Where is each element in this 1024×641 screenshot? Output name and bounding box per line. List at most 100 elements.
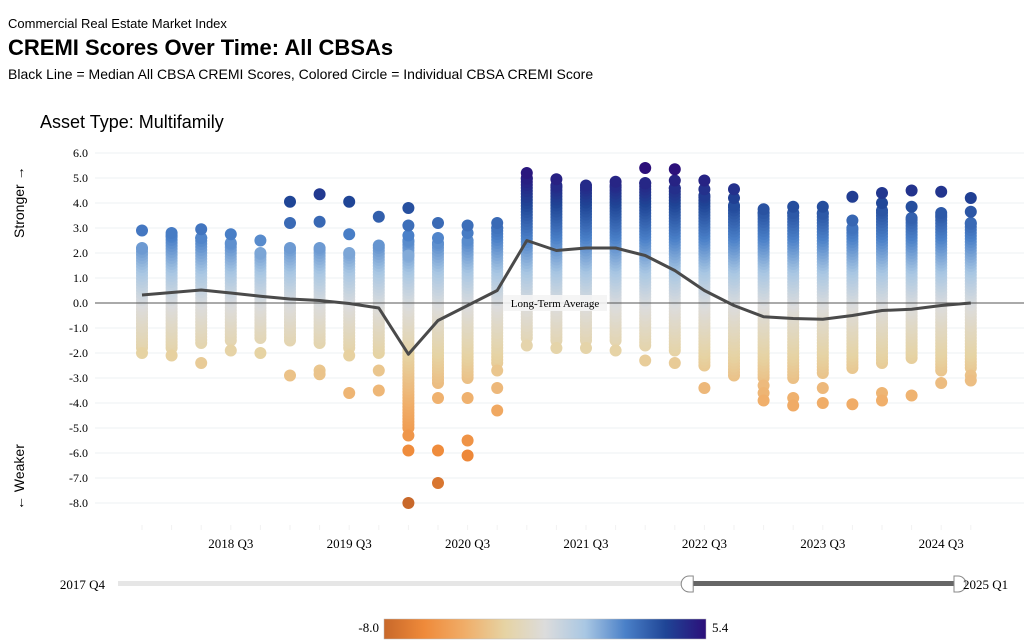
cbsa-score-dot[interactable] bbox=[254, 247, 267, 259]
cbsa-score-dot[interactable] bbox=[935, 377, 948, 389]
cbsa-score-dot[interactable] bbox=[491, 404, 504, 417]
cbsa-score-dot[interactable] bbox=[905, 212, 918, 224]
cbsa-score-dot[interactable] bbox=[609, 344, 622, 357]
cbsa-score-dot[interactable] bbox=[905, 184, 918, 197]
cbsa-score-dot[interactable] bbox=[757, 203, 770, 216]
cbsa-score-dot[interactable] bbox=[461, 434, 474, 447]
cbsa-score-dot[interactable] bbox=[284, 217, 296, 229]
cbsa-score-dot[interactable] bbox=[964, 192, 977, 204]
cbsa-score-dot[interactable] bbox=[136, 242, 148, 254]
cbsa-score-dot[interactable] bbox=[580, 179, 592, 192]
cbsa-score-dot[interactable] bbox=[136, 347, 148, 359]
cbsa-score-dot[interactable] bbox=[313, 368, 326, 381]
cbsa-score-dot[interactable] bbox=[816, 382, 829, 394]
cbsa-score-dot[interactable] bbox=[372, 364, 385, 377]
cbsa-score-dot[interactable] bbox=[254, 347, 267, 359]
cbsa-score-dot[interactable] bbox=[284, 369, 296, 382]
cbsa-score-dot[interactable] bbox=[343, 349, 356, 362]
cbsa-score-dot[interactable] bbox=[520, 167, 533, 179]
cbsa-score-dot[interactable] bbox=[639, 354, 652, 367]
cbsa-score-dot[interactable] bbox=[343, 195, 356, 208]
cbsa-score-dot[interactable] bbox=[284, 242, 296, 254]
cbsa-score-dot[interactable] bbox=[402, 249, 415, 262]
cbsa-score-dot[interactable] bbox=[402, 219, 415, 232]
cbsa-score-dot[interactable] bbox=[372, 384, 385, 397]
cbsa-score-dot[interactable] bbox=[195, 223, 208, 236]
cbsa-score-dot[interactable] bbox=[520, 339, 533, 352]
cbsa-score-dot[interactable] bbox=[698, 174, 711, 187]
cbsa-score-dot[interactable] bbox=[639, 162, 652, 174]
cbsa-score-dot[interactable] bbox=[432, 217, 444, 229]
cbsa-score-dot[interactable] bbox=[728, 183, 740, 196]
cbsa-score-dot[interactable] bbox=[905, 389, 918, 402]
cbsa-score-dot[interactable] bbox=[284, 195, 296, 208]
cbsa-score-dot[interactable] bbox=[313, 242, 326, 254]
cbsa-score-dot[interactable] bbox=[639, 177, 652, 189]
long-term-average-label: Long-Term Average bbox=[511, 298, 600, 310]
cbsa-score-dot[interactable] bbox=[224, 228, 237, 241]
cbsa-score-dot[interactable] bbox=[402, 202, 415, 214]
cbsa-score-dot[interactable] bbox=[935, 185, 948, 198]
slider-track[interactable] bbox=[118, 581, 958, 586]
cbsa-score-dot[interactable] bbox=[402, 444, 415, 457]
cbsa-score-dot[interactable] bbox=[254, 234, 267, 247]
cbsa-score-dot[interactable] bbox=[846, 190, 859, 203]
cbsa-score-dot[interactable] bbox=[550, 342, 563, 354]
cbsa-score-dot[interactable] bbox=[313, 215, 326, 228]
slider-start-label: 2017 Q4 bbox=[60, 577, 106, 592]
cbsa-score-dot[interactable] bbox=[550, 173, 563, 186]
cbsa-score-dot[interactable] bbox=[491, 382, 504, 394]
cbsa-score-dot[interactable] bbox=[372, 239, 385, 252]
cbsa-score-dot[interactable] bbox=[491, 364, 504, 377]
cbsa-score-dot[interactable] bbox=[964, 374, 977, 387]
cbsa-score-dot[interactable] bbox=[964, 217, 977, 229]
cbsa-score-dot[interactable] bbox=[432, 444, 444, 457]
cbsa-score-dot[interactable] bbox=[668, 174, 681, 187]
cbsa-score-dot[interactable] bbox=[935, 207, 948, 219]
cbsa-score-dot[interactable] bbox=[787, 399, 800, 412]
cbsa-score-dot[interactable] bbox=[372, 210, 385, 223]
cbsa-score-dot[interactable] bbox=[816, 200, 829, 213]
cbsa-score-dot[interactable] bbox=[876, 187, 888, 199]
cbsa-score-dot[interactable] bbox=[461, 219, 474, 232]
cbsa-score-dot[interactable] bbox=[136, 224, 148, 237]
cbsa-score-dot[interactable] bbox=[698, 382, 711, 394]
slider-start-handle[interactable] bbox=[680, 575, 694, 593]
cbsa-score-dot[interactable] bbox=[816, 397, 829, 409]
cbsa-score-dot[interactable] bbox=[905, 200, 918, 213]
cbsa-score-dot[interactable] bbox=[668, 163, 681, 176]
cbsa-score-dot[interactable] bbox=[580, 342, 592, 354]
cbsa-score-dot[interactable] bbox=[224, 237, 237, 249]
cbsa-score-dot[interactable] bbox=[224, 344, 237, 357]
cbsa-score-dot[interactable] bbox=[343, 247, 356, 259]
slider-selected-range[interactable] bbox=[689, 581, 958, 586]
cbsa-score-dot[interactable] bbox=[757, 394, 770, 407]
cbsa-score-dot[interactable] bbox=[787, 200, 800, 213]
cbsa-score-dot[interactable] bbox=[165, 227, 178, 239]
cbsa-score-dot[interactable] bbox=[461, 449, 474, 462]
cbsa-score-dot[interactable] bbox=[964, 205, 977, 218]
cbsa-score-dot[interactable] bbox=[402, 429, 415, 442]
cbsa-score-dot[interactable] bbox=[195, 357, 208, 369]
cbsa-score-dot[interactable] bbox=[432, 477, 444, 489]
cbsa-score-dot[interactable] bbox=[432, 232, 444, 244]
cbsa-score-dot[interactable] bbox=[432, 392, 444, 404]
cbsa-score-dot[interactable] bbox=[846, 214, 859, 227]
cbsa-score-dot[interactable] bbox=[195, 232, 208, 244]
cbsa-score-dot[interactable] bbox=[876, 197, 888, 209]
cbsa-score-dot[interactable] bbox=[343, 228, 356, 241]
cbsa-score-dot[interactable] bbox=[846, 398, 859, 411]
cbsa-score-dot[interactable] bbox=[402, 229, 415, 242]
cbsa-score-dot[interactable] bbox=[876, 394, 888, 407]
cbsa-score-dot[interactable] bbox=[313, 188, 326, 201]
cbsa-score-dot[interactable] bbox=[698, 183, 711, 196]
cbsa-score-dot[interactable] bbox=[668, 357, 681, 369]
cbsa-score-dot[interactable] bbox=[491, 217, 504, 229]
cbsa-score-dot[interactable] bbox=[165, 349, 178, 362]
cbsa-score-dot[interactable] bbox=[343, 387, 356, 399]
cbsa-score-dot[interactable] bbox=[402, 497, 415, 509]
slider-end-handle[interactable] bbox=[953, 575, 967, 593]
cbsa-score-dot[interactable] bbox=[609, 175, 622, 188]
cbsa-score-dot[interactable] bbox=[728, 192, 740, 204]
cbsa-score-dot[interactable] bbox=[461, 392, 474, 404]
